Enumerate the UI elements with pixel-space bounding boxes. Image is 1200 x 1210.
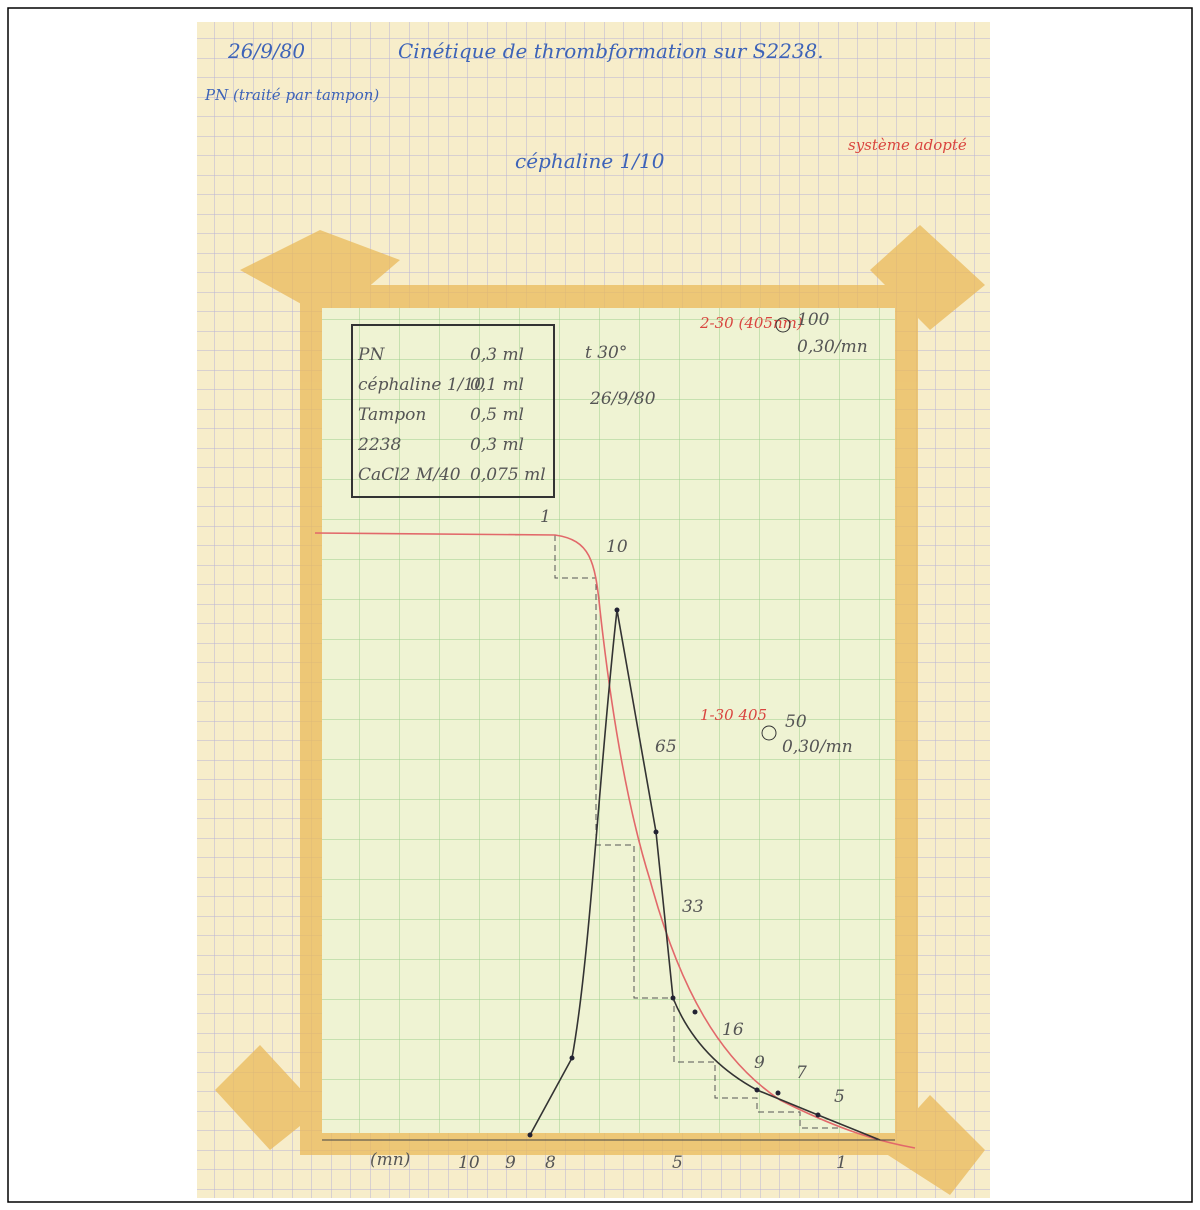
tick-label: 5 — [672, 1153, 683, 1173]
setting-rate: 0,30/mn — [782, 737, 853, 757]
axis-ticks: 10 9 8 5 1 — [458, 1153, 847, 1173]
step-lines — [515, 534, 842, 1129]
tick-label: 9 — [505, 1153, 516, 1173]
curve-label: 10 — [606, 537, 628, 557]
table-amount: 0,075 ml — [470, 465, 546, 485]
table-label: CaCl2 M/40 — [358, 465, 461, 485]
date: 26/9/80 — [227, 39, 305, 63]
setting-mark — [775, 317, 791, 333]
table-amount: 0,1 ml — [470, 375, 524, 395]
tick-label: 8 — [545, 1153, 556, 1173]
table-label: PN — [357, 345, 385, 365]
curve-label: 65 — [655, 737, 677, 757]
curve-labels: 1 10 65 33 16 9 7 5 — [540, 507, 845, 1107]
setting-scale: 2-30 (405nm) — [699, 314, 803, 332]
temperature: t 30° — [585, 343, 627, 363]
table-label: céphaline 1/10 — [358, 375, 485, 395]
curve-label: 33 — [682, 897, 704, 917]
graph-grid — [322, 308, 895, 1133]
setting-scale: 1-30 405 — [700, 706, 767, 724]
points — [527, 607, 821, 1138]
setting-mark — [761, 725, 777, 741]
note: PN (traité par tampon) — [204, 86, 379, 104]
tape — [215, 225, 985, 1195]
tick-label: 1 — [836, 1153, 847, 1173]
table-amount: 0,5 ml — [470, 405, 524, 425]
table-amount: 0,3 ml — [470, 345, 524, 365]
measured-curve — [529, 609, 881, 1141]
axis-unit: (mn) — [370, 1150, 410, 1170]
reagent: céphaline 1/10 — [515, 149, 665, 173]
setting-value: 100 — [797, 310, 830, 330]
curve-label: 5 — [834, 1087, 845, 1107]
title: Cinétique de thrombformation sur S2238. — [398, 39, 824, 63]
curve-label: 9 — [754, 1053, 765, 1073]
system: système adopté — [848, 136, 967, 154]
table: PN 0,3 ml céphaline 1/100,1 ml Tampon 0,5 ml… — [357, 345, 546, 485]
fitted-curve — [314, 532, 916, 1149]
curve-label: 16 — [722, 1020, 744, 1040]
curve-label: 1 — [540, 507, 551, 527]
table-amount: 0,3 ml — [470, 435, 524, 455]
tick-label: 10 — [458, 1153, 480, 1173]
table-box — [351, 324, 555, 498]
table-label: 2238 — [357, 435, 401, 455]
run-date: 26/9/80 — [589, 389, 656, 409]
table-label: Tampon — [358, 405, 426, 425]
setting-rate: 0,30/mn — [797, 337, 868, 357]
curve-label: 7 — [796, 1063, 807, 1083]
setting-value: 50 — [785, 712, 807, 732]
